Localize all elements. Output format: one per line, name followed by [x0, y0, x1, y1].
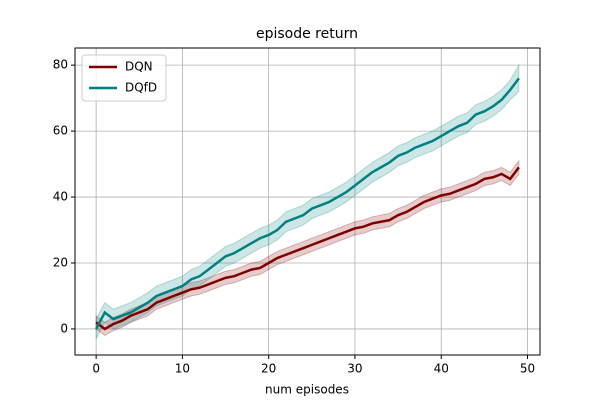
legend: DQN DQfD — [81, 54, 167, 102]
confidence-band — [95, 63, 520, 340]
x-tick-label: 10 — [175, 362, 190, 376]
y-tick-label: 0 — [60, 321, 68, 335]
x-tick-label: 0 — [92, 362, 100, 376]
legend-label: DQN — [125, 60, 153, 74]
x-tick-label: 50 — [520, 362, 535, 376]
x-tick-label: 30 — [347, 362, 362, 376]
y-tick-label: 20 — [53, 255, 68, 269]
x-tick-label: 40 — [434, 362, 449, 376]
legend-label: DQfD — [125, 81, 157, 95]
confidence-band — [95, 159, 520, 337]
plot-frame — [74, 47, 541, 356]
y-tick-label: 60 — [53, 124, 68, 138]
chart-title: episode return — [256, 26, 358, 42]
y-tick-label: 80 — [53, 58, 68, 72]
x-axis-label: num episodes — [265, 383, 349, 397]
line — [95, 166, 520, 331]
y-tick-label: 40 — [53, 190, 68, 204]
line — [95, 77, 520, 330]
x-tick-label: 20 — [261, 362, 276, 376]
